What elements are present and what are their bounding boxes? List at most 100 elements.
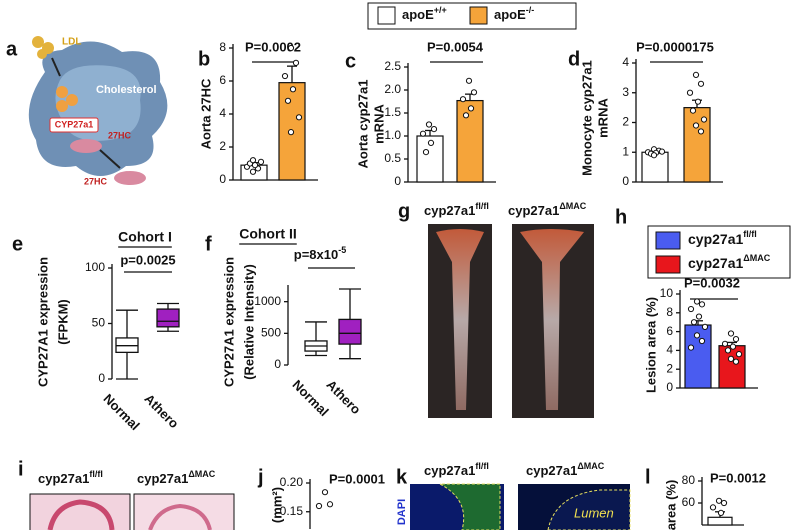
y-axis-label: area (%) bbox=[663, 480, 678, 530]
diagram-label: 27HC bbox=[108, 130, 132, 140]
data-point bbox=[425, 121, 433, 128]
y-axis-label: Aorta cyp27a1 bbox=[355, 80, 370, 169]
panel-letter: k bbox=[396, 466, 408, 488]
legend-label-sup: fl/fl bbox=[743, 229, 757, 239]
arrow bbox=[51, 57, 61, 77]
p-value: p=8x10-5 bbox=[294, 245, 346, 262]
diagram: a LDL Cholesterol CYP27a1 27HC 27HC bbox=[6, 36, 168, 186]
y-tick-label: 0 bbox=[394, 174, 401, 188]
y-tick-label: 8 bbox=[219, 40, 226, 54]
y-tick-label: 2 bbox=[219, 139, 226, 153]
p-value-base: p=8x10 bbox=[294, 247, 338, 262]
data-point bbox=[686, 89, 694, 96]
data-point bbox=[732, 358, 740, 365]
y-tick-label: 2 bbox=[666, 361, 673, 375]
sphere bbox=[56, 86, 68, 98]
data-point bbox=[321, 489, 329, 496]
panel-g-images: g cyp27a1fl/fl cyp27a1ΔMAC bbox=[398, 200, 594, 418]
image-label: cyp27a1fl/fl bbox=[38, 469, 103, 486]
legend-swatch bbox=[655, 255, 681, 274]
data-point bbox=[462, 112, 470, 119]
data-point bbox=[658, 148, 666, 155]
data-point bbox=[692, 122, 700, 129]
panel-letter: f bbox=[205, 233, 212, 255]
data-point bbox=[694, 98, 702, 105]
data-point bbox=[249, 168, 257, 175]
y-tick-label: 3 bbox=[622, 85, 629, 99]
data-point bbox=[292, 59, 300, 66]
data-point bbox=[729, 343, 737, 350]
enzyme-box bbox=[49, 117, 99, 133]
data-point bbox=[697, 128, 705, 135]
data-point bbox=[284, 97, 292, 104]
y-tick-label: 60 bbox=[682, 495, 696, 509]
panel-letter: b bbox=[198, 48, 210, 70]
data-point bbox=[467, 105, 475, 112]
data-point bbox=[693, 298, 701, 305]
region bbox=[547, 489, 631, 530]
x-tick-label: Athero bbox=[323, 377, 363, 417]
y-tick-label: 0 bbox=[274, 357, 281, 371]
data-point bbox=[287, 129, 295, 136]
y-axis-label: CYP27A1 expression bbox=[221, 257, 236, 387]
panel-letter: d bbox=[568, 48, 580, 70]
data-point bbox=[701, 323, 709, 330]
box bbox=[156, 308, 180, 328]
data-point bbox=[698, 337, 706, 345]
data-point bbox=[700, 116, 708, 123]
data-point bbox=[315, 502, 323, 510]
y-axis-label: (FPKM) bbox=[55, 299, 70, 345]
p-value: P=0.0054 bbox=[427, 39, 484, 54]
y-tick-label: 0 bbox=[622, 174, 629, 188]
region-label: Lumen bbox=[574, 505, 614, 520]
data-point bbox=[697, 80, 705, 87]
y-tick-label: 0 bbox=[219, 172, 226, 186]
data-point bbox=[715, 497, 723, 504]
image-label: cyp27a1ΔMAC bbox=[526, 461, 605, 478]
p-value-sup: -5 bbox=[338, 245, 346, 255]
legend-swatch bbox=[377, 6, 396, 25]
data-point bbox=[251, 162, 259, 169]
panel-title: Cohort I bbox=[118, 229, 172, 245]
panel-letter: g bbox=[398, 200, 410, 222]
data-point bbox=[465, 77, 473, 84]
data-point bbox=[709, 504, 717, 511]
data-point bbox=[289, 86, 297, 93]
p-value: P=0.0012 bbox=[710, 470, 766, 485]
legend-label-base: cyp27a1 bbox=[688, 231, 743, 247]
y-tick-label: 6 bbox=[666, 324, 673, 338]
data-point bbox=[724, 347, 732, 354]
p-value: p=0.0025 bbox=[120, 252, 175, 267]
y-tick-label: 2 bbox=[622, 115, 629, 129]
histology bbox=[29, 493, 131, 530]
data-point bbox=[459, 96, 467, 103]
data-point bbox=[689, 107, 697, 114]
diagram-label: CYP27a1 bbox=[55, 119, 94, 129]
data-point bbox=[721, 340, 729, 347]
vessel bbox=[47, 499, 115, 530]
y-tick-label: 1.0 bbox=[384, 128, 401, 142]
vessel bbox=[148, 503, 212, 530]
data-point bbox=[732, 336, 740, 343]
image-label: cyp27a1fl/fl bbox=[424, 461, 489, 478]
legend-swatch bbox=[655, 231, 681, 250]
y-tick-label: 1.5 bbox=[384, 105, 401, 119]
data-point bbox=[295, 114, 303, 121]
box bbox=[338, 318, 362, 345]
y-tick-label: 80 bbox=[682, 473, 696, 487]
data-point bbox=[735, 351, 743, 358]
bar bbox=[456, 99, 484, 183]
data-point bbox=[693, 332, 701, 339]
ldl bbox=[37, 49, 47, 59]
y-axis-label: Aorta 27HC bbox=[198, 78, 213, 149]
y-tick-label: 500 bbox=[261, 326, 281, 340]
data-point bbox=[720, 499, 728, 507]
y-axis-label: (Relative Intensity) bbox=[241, 264, 256, 380]
p-value: P=0.0001 bbox=[329, 471, 385, 486]
diagram-label: LDL bbox=[62, 37, 81, 48]
data-point bbox=[650, 152, 658, 159]
data-point bbox=[281, 72, 289, 80]
y-tick-label: 6 bbox=[219, 73, 226, 87]
data-point bbox=[727, 330, 735, 337]
data-point bbox=[419, 130, 427, 137]
